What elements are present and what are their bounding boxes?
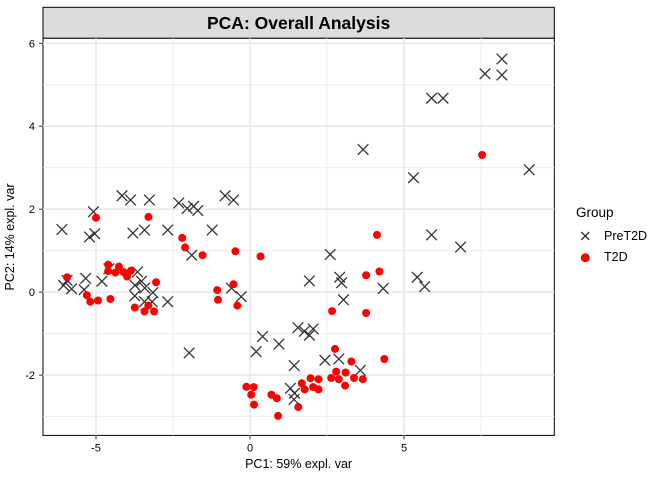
svg-text:PreT2D: PreT2D [604, 229, 647, 243]
svg-text:6: 6 [29, 38, 35, 50]
svg-text:2: 2 [29, 204, 35, 216]
svg-text:Group: Group [576, 205, 614, 220]
svg-text:PC1: 59% expl. var: PC1: 59% expl. var [245, 457, 352, 471]
svg-text:PCA: Overall Analysis: PCA: Overall Analysis [207, 13, 390, 33]
svg-text:-2: -2 [25, 370, 35, 382]
svg-text:0: 0 [29, 287, 35, 299]
svg-text:4: 4 [29, 121, 35, 133]
svg-text:0: 0 [247, 442, 253, 454]
svg-text:T2D: T2D [604, 250, 628, 264]
svg-text:5: 5 [401, 442, 407, 454]
svg-text:PC2: 14% expl. var: PC2: 14% expl. var [3, 184, 17, 291]
svg-text:-5: -5 [91, 442, 101, 454]
